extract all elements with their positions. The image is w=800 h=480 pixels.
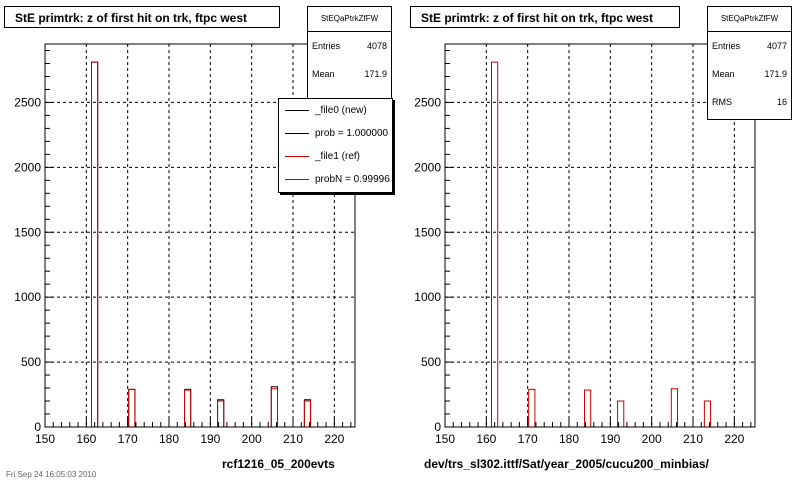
right-histogram-plot: 150 160 170 180 190 200 210 220 0 500 1000 1500 2000…: [414, 43, 756, 446]
left-stats-row-entries: Entries 4078: [308, 32, 391, 60]
right-y-tick-label-500: 500: [421, 355, 441, 369]
legend-line-file1: [285, 156, 309, 157]
right-x-tick-label-210: 210: [683, 432, 703, 446]
left-stats-row-mean: Mean 171.9: [308, 60, 391, 88]
right-y-tick-label-1000: 1000: [414, 290, 441, 304]
left-series-0-bar-2: [184, 388, 192, 427]
left-x-tick-label-170: 170: [118, 432, 138, 446]
right-stats-box: StEQaPtrkZfFW Entries 4077 Mean 171.9 RM…: [707, 6, 792, 120]
right-stats-rms-label: RMS: [712, 97, 732, 107]
left-series-1-bar-2: [184, 389, 192, 427]
right-series-0-bar-0: [491, 61, 499, 427]
right-series-0-bar-4: [670, 388, 678, 427]
right-stats-entries-value: 4077: [766, 41, 787, 51]
legend-entry-file1: _file1 (ref): [279, 145, 392, 168]
legend-label-prob: prob = 1.000000: [315, 128, 389, 139]
left-series-0-bar-4: [270, 386, 278, 427]
left-y-tick-label-1000: 1000: [14, 290, 41, 304]
right-stats-rms-value: 16: [776, 97, 787, 107]
left-stats-mean-value: 171.9: [364, 69, 387, 79]
left-y-tick-label-0: 0: [34, 420, 41, 434]
left-series-1-bar-0: [91, 61, 99, 427]
right-y-tick-label-1500: 1500: [414, 225, 441, 239]
legend-label-file0: _file0 (new): [315, 105, 367, 116]
left-x-tick-label-160: 160: [76, 432, 96, 446]
right-chart-title: StE primtrk: z of first hit on trk, ftpc…: [410, 6, 680, 28]
right-histogram-pad: 150 160 170 180 190 200 210 220 0 500 1000 1500 2000…: [400, 0, 800, 480]
right-x-tick-label-170: 170: [518, 432, 538, 446]
legend-entry-file0: _file0 (new): [279, 99, 392, 122]
legend-label-probn: probN = 0.99996: [315, 174, 390, 185]
right-y-tick-label-2000: 2000: [414, 160, 441, 174]
left-y-tick-label-1500: 1500: [14, 225, 41, 239]
left-y-tick-label-500: 500: [21, 355, 41, 369]
left-x-tick-label-190: 190: [200, 432, 220, 446]
legend-line-probn: [285, 179, 309, 180]
footer-timestamp: Fri Sep 24 16:05:03 2010: [6, 470, 97, 479]
left-y-tick-label-2000: 2000: [14, 160, 41, 174]
left-stats-entries-value: 4078: [366, 41, 387, 51]
right-x-tick-label-220: 220: [724, 432, 744, 446]
right-stats-mean-value: 171.9: [764, 69, 787, 79]
right-y-tick-label-0: 0: [434, 420, 441, 434]
right-y-tick-label-2500: 2500: [414, 95, 441, 109]
left-x-tick-label-200: 200: [242, 432, 262, 446]
right-x-tick-label-150: 150: [435, 432, 455, 446]
right-x-axis-label: dev/trs_sl302.ittf/Sat/year_2005/cucu200…: [424, 457, 709, 471]
left-y-tick-label-2500: 2500: [14, 95, 41, 109]
right-x-tick-label-180: 180: [559, 432, 579, 446]
right-stats-entries-label: Entries: [712, 41, 741, 51]
right-x-tick-label-160: 160: [476, 432, 496, 446]
left-series-1-bar-4: [270, 388, 278, 427]
right-stats-name: StEQaPtrkZfFW: [708, 7, 791, 32]
left-histogram-plot: 150 160 170 180 190 200 210 220 0 500 1000 1500 2000…: [14, 43, 356, 446]
left-x-tick-label-180: 180: [159, 432, 179, 446]
right-stats-row-mean: Mean 171.9: [708, 60, 791, 88]
right-series-0-bar-1: [528, 388, 536, 427]
left-chart-title: StE primtrk: z of first hit on trk, ftpc…: [4, 6, 280, 28]
left-plot-frame: [44, 43, 356, 428]
legend-label-file1: _file1 (ref): [315, 151, 361, 162]
legend-line-file0: [285, 110, 309, 111]
left-histogram-pad: 150 160 170 180 190 200 210 220 0 500 1000 1500 2000…: [4, 6, 393, 479]
right-series-0-bar-5: [703, 400, 712, 427]
left-x-tick-label-220: 220: [324, 432, 344, 446]
right-x-tick-label-200: 200: [642, 432, 662, 446]
right-series-0-bar-3: [617, 400, 625, 427]
left-series-1-bar-5: [303, 400, 312, 427]
left-series-1-bar-1: [128, 388, 136, 427]
left-stats-entries-label: Entries: [312, 41, 341, 51]
legend-entry-prob: prob = 1.000000: [279, 122, 392, 145]
right-plot-frame: [444, 43, 756, 428]
left-stats-mean-label: Mean: [312, 69, 335, 79]
left-series-0-bar-0: [91, 61, 99, 427]
left-x-axis-label: rcf1216_05_200evts: [222, 457, 335, 471]
left-x-tick-label-150: 150: [35, 432, 55, 446]
legend-entry-probn: probN = 0.99996: [279, 168, 392, 191]
right-x-tick-label-190: 190: [600, 432, 620, 446]
left-series-1-bar-3: [217, 400, 225, 427]
right-stats-row-rms: RMS 16: [708, 88, 791, 116]
left-legend: _file0 (new) prob = 1.000000 _file1 (ref…: [278, 98, 393, 193]
legend-line-prob: [285, 133, 309, 134]
right-series-0-bar-2: [584, 389, 592, 427]
left-series-0-bar-1: [128, 388, 136, 427]
right-stats-mean-label: Mean: [712, 69, 735, 79]
right-stats-row-entries: Entries 4077: [708, 32, 791, 60]
left-x-tick-label-210: 210: [283, 432, 303, 446]
left-stats-name: StEQaPtrkZfFW: [308, 7, 391, 32]
left-stats-box: StEQaPtrkZfFW Entries 4078 Mean 171.9: [307, 6, 392, 116]
